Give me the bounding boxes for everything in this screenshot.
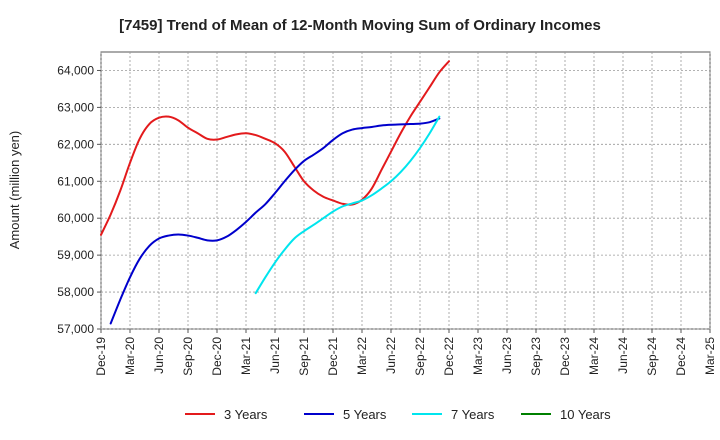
x-tick-label: Dec-20 — [210, 337, 224, 376]
x-tick-label: Mar-20 — [123, 337, 137, 375]
x-tick-label: Dec-24 — [674, 337, 688, 376]
y-tick-label: 63,000 — [57, 100, 94, 114]
series-lines — [100, 60, 450, 325]
gridlines — [100, 52, 711, 330]
series-line-5-years — [109, 117, 441, 325]
x-tick-label: Mar-22 — [355, 337, 369, 375]
x-tick-label: Jun-20 — [152, 337, 166, 374]
y-axis: 57,000 58,000 59,000 60,000 61,000 62,000 63,0… — [57, 63, 101, 336]
series-line-7-years — [254, 115, 441, 295]
x-tick-label: Dec-23 — [558, 337, 572, 376]
x-tick-label: Sep-21 — [297, 337, 311, 376]
legend-label-3-years: 3 Years — [224, 407, 268, 422]
legend-label-7-years: 7 Years — [451, 407, 495, 422]
x-tick-label: Mar-25 — [703, 337, 717, 375]
x-tick-label: Mar-23 — [471, 337, 485, 375]
x-tick-label: Jun-23 — [500, 337, 514, 374]
plot-area — [100, 51, 711, 330]
y-tick-label: 64,000 — [57, 63, 94, 77]
y-tick-label: 61,000 — [57, 174, 94, 188]
x-tick-label: Sep-24 — [645, 337, 659, 376]
chart-title: [7459] Trend of Mean of 12-Month Moving … — [119, 17, 601, 34]
x-tick-label: Sep-22 — [413, 337, 427, 376]
legend: 3 Years 5 Years 7 Years 10 Years — [185, 407, 611, 422]
x-tick-label: Jun-24 — [616, 337, 630, 374]
x-tick-label: Dec-19 — [94, 337, 108, 376]
x-tick-label: Sep-20 — [181, 337, 195, 376]
x-tick-label: Jun-21 — [268, 337, 282, 374]
series-line-3-years — [100, 60, 450, 236]
x-tick-label: Sep-23 — [529, 337, 543, 376]
x-tick-label: Dec-22 — [442, 337, 456, 376]
y-tick-label: 58,000 — [57, 285, 94, 299]
x-tick-label: Dec-21 — [326, 337, 340, 376]
y-tick-label: 57,000 — [57, 322, 94, 336]
x-tick-label: Mar-21 — [239, 337, 253, 375]
legend-label-10-years: 10 Years — [560, 407, 611, 422]
x-axis: Dec-19 Mar-20 Jun-20 Sep-20 Dec-20 Mar-21 Jun-… — [94, 329, 717, 376]
x-tick-label: Mar-24 — [587, 337, 601, 375]
y-tick-label: 62,000 — [57, 137, 94, 151]
x-tick-label: Jun-22 — [384, 337, 398, 374]
y-tick-label: 59,000 — [57, 248, 94, 262]
y-axis-label: Amount (million yen) — [7, 131, 22, 250]
legend-label-5-years: 5 Years — [343, 407, 387, 422]
y-tick-label: 60,000 — [57, 211, 94, 225]
